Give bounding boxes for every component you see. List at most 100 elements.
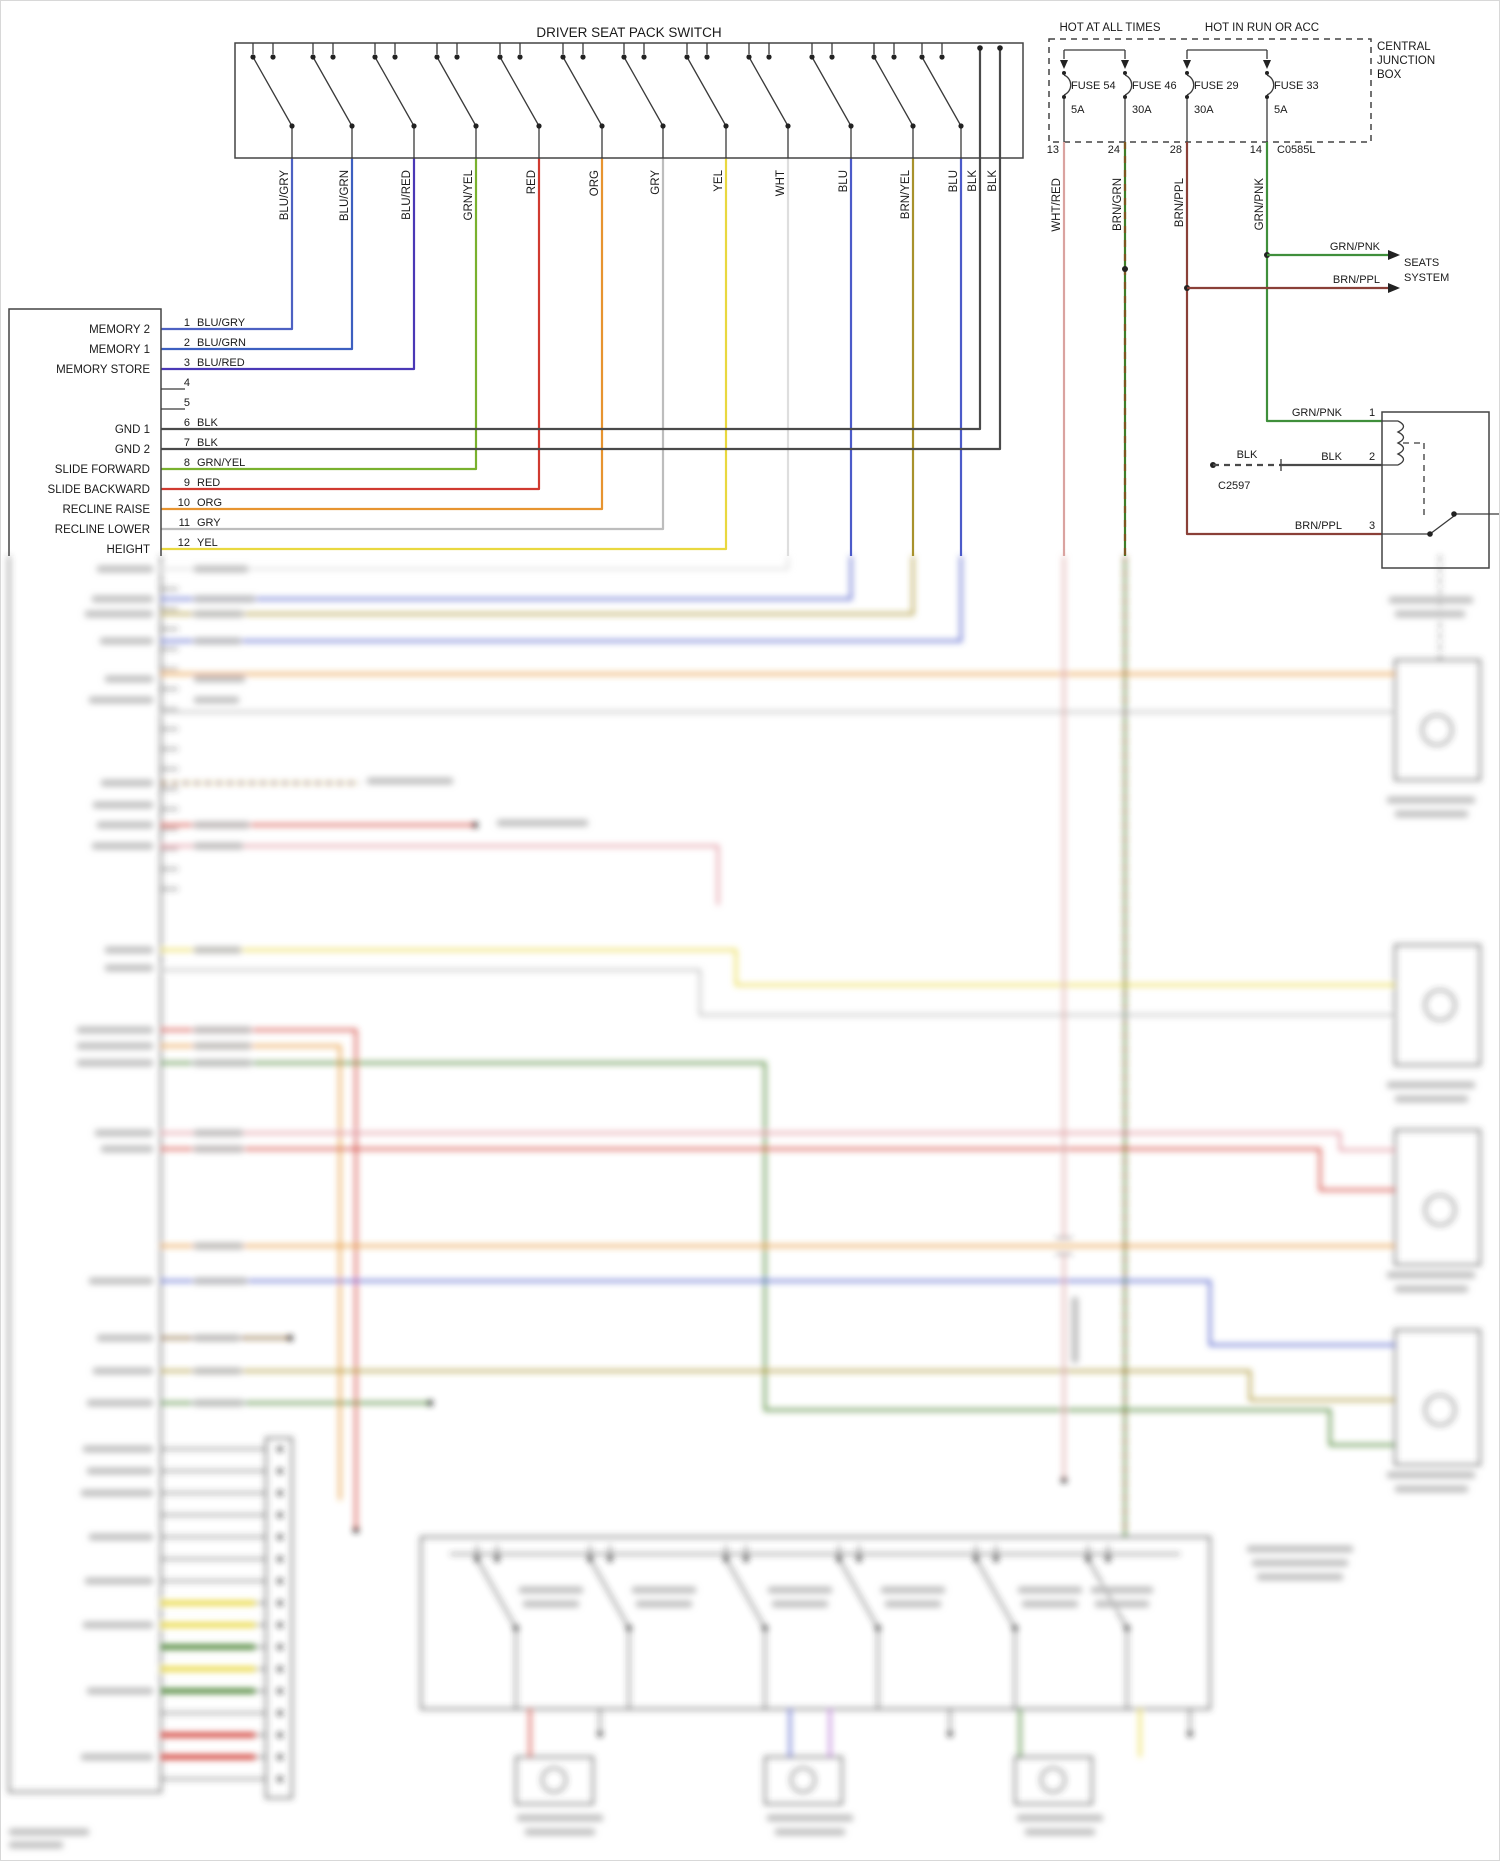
pin-name: SLIDE FORWARD bbox=[55, 464, 150, 476]
driver-seat-pack-switch: DRIVER SEAT PACK SWITCH bbox=[234, 25, 1024, 159]
central-junction-box: HOT AT ALL TIMES HOT IN RUN OR ACC CENTR… bbox=[1047, 22, 1435, 156]
pin-row-5: 5 bbox=[184, 397, 190, 409]
blk-label-left: BLK bbox=[1237, 449, 1258, 461]
pin-wire: RED bbox=[197, 477, 220, 489]
pin-wire: BLK bbox=[197, 437, 218, 449]
pin-wire: BLU/RED bbox=[197, 357, 245, 369]
pin-name: MEMORY STORE bbox=[56, 364, 150, 376]
wire-label: RED bbox=[526, 170, 538, 194]
fuse-name: FUSE 29 bbox=[1194, 80, 1239, 92]
pin-number: 2 bbox=[184, 337, 190, 349]
pin-row-2: MEMORY 1 2 BLU/GRN bbox=[89, 337, 246, 356]
pin-name: RECLINE LOWER bbox=[55, 524, 150, 536]
fuse-33: FUSE 33 5A bbox=[1263, 50, 1319, 142]
fuse-name: FUSE 54 bbox=[1071, 80, 1116, 92]
junction-box-outline bbox=[1048, 38, 1372, 143]
pin-row-7: GND 2 7 BLK bbox=[115, 437, 219, 456]
seats-system-label: SEATS bbox=[1404, 257, 1439, 269]
pin-number: 3 bbox=[184, 357, 190, 369]
junction-box-name: JUNCTION bbox=[1377, 55, 1435, 67]
seats-wire1-label: GRN/PNK bbox=[1330, 241, 1381, 253]
switch-pack-title: DRIVER SEAT PACK SWITCH bbox=[536, 25, 721, 40]
pin-wire: GRY bbox=[197, 517, 221, 529]
wire-org bbox=[161, 158, 604, 511]
pin-number: 6 bbox=[184, 417, 190, 429]
junction-box-name: BOX bbox=[1377, 69, 1402, 81]
hot-in-run-acc-label: HOT IN RUN OR ACC bbox=[1205, 22, 1319, 34]
pin-name: HEIGHT bbox=[107, 544, 150, 556]
wire-gry bbox=[161, 158, 665, 531]
pin-wire: BLK bbox=[197, 417, 218, 429]
pin-number: 5 bbox=[184, 397, 190, 409]
switch-pack-wire-labels: BLU/GRY BLU/GRN BLU/RED GRN/YEL RED ORG … bbox=[279, 169, 999, 221]
wire-label: BRN/YEL bbox=[900, 169, 912, 219]
relay-pin1-num: 1 bbox=[1369, 407, 1375, 419]
wire-label: BLU bbox=[948, 170, 960, 192]
wire-label: BLU/GRN bbox=[339, 170, 351, 221]
relay-pin3-wire: BRN/PPL bbox=[1295, 520, 1342, 532]
wire-label: WHT/RED bbox=[1051, 178, 1063, 232]
wire-label: BRN/GRN bbox=[1112, 178, 1124, 231]
seats-system-feed: GRN/PNK BRN/PPL SEATS SYSTEM bbox=[1187, 241, 1449, 293]
wire-label: BLU/RED bbox=[401, 170, 413, 220]
wire-blu-grn bbox=[161, 158, 354, 351]
fuse-rating: 30A bbox=[1132, 104, 1152, 116]
wire-label: BLK bbox=[987, 170, 999, 192]
pin-row-10: RECLINE RAISE 10 ORG bbox=[62, 497, 222, 516]
switch-pack-wires bbox=[161, 45, 1003, 556]
pin-wire: ORG bbox=[197, 497, 222, 509]
connector-box bbox=[8, 308, 162, 556]
cjb-pin-13: 13 bbox=[1047, 144, 1059, 156]
pin-number: 12 bbox=[178, 537, 190, 549]
fuse-name: FUSE 33 bbox=[1274, 80, 1319, 92]
pin-name: MEMORY 1 bbox=[89, 344, 150, 356]
switch-pack-box bbox=[234, 42, 1024, 159]
wire-red bbox=[161, 158, 541, 491]
pin-number: 4 bbox=[184, 377, 190, 389]
pin-name: SLIDE BACKWARD bbox=[48, 484, 150, 496]
pin-row-12: HEIGHT 12 YEL bbox=[107, 537, 218, 556]
fuse-rating: 5A bbox=[1274, 104, 1288, 116]
wire-blu-gry bbox=[161, 158, 294, 331]
pin-number: 1 bbox=[184, 317, 190, 329]
wire-label: YEL bbox=[713, 169, 725, 191]
pin-wire: BLU/GRY bbox=[197, 317, 246, 329]
pin-number: 8 bbox=[184, 457, 190, 469]
pin-name: GND 1 bbox=[115, 424, 150, 436]
pin-row-3: MEMORY STORE 3 BLU/RED bbox=[56, 357, 245, 376]
cjb-pin-14: 14 bbox=[1250, 144, 1262, 156]
relay-pin1-wire: GRN/PNK bbox=[1292, 407, 1343, 419]
pin-wire: BLU/GRN bbox=[197, 337, 246, 349]
wire-label: ORG bbox=[589, 170, 601, 196]
relay-pin3-num: 3 bbox=[1369, 520, 1375, 532]
fuse-name: FUSE 46 bbox=[1132, 80, 1177, 92]
pin-row-11: RECLINE LOWER 11 GRY bbox=[55, 517, 222, 536]
wire-blk-1 bbox=[161, 48, 982, 431]
hot-at-all-times-label: HOT AT ALL TIMES bbox=[1060, 22, 1161, 34]
pin-number: 9 bbox=[184, 477, 190, 489]
relay-pin2-num: 2 bbox=[1369, 451, 1375, 463]
wire-label: GRY bbox=[650, 170, 662, 195]
seat-relay: BLK C2597 GRN/PNK 1 BLK 2 BRN/PPL 3 bbox=[1210, 407, 1500, 569]
pin-row-6: GND 1 6 BLK bbox=[115, 417, 219, 436]
cjb-pin-28: 28 bbox=[1170, 144, 1182, 156]
wire-grn-yel bbox=[161, 158, 478, 471]
pin-name: GND 2 bbox=[115, 444, 150, 456]
pin-wire: GRN/YEL bbox=[197, 457, 245, 469]
blurred-lower-region bbox=[8, 556, 1481, 1849]
fuse-29: FUSE 29 30A bbox=[1183, 50, 1239, 142]
relay-box bbox=[1381, 411, 1490, 569]
pin-name: RECLINE RAISE bbox=[62, 504, 150, 516]
cjb-connector-id: C0585L bbox=[1277, 144, 1316, 156]
relay-pin2-wire: BLK bbox=[1321, 451, 1342, 463]
pin-number: 11 bbox=[179, 517, 190, 529]
sharp-upper-region: DRIVER SEAT PACK SWITCH BLU/GRY BLU/GRN … bbox=[8, 22, 1500, 569]
wire-label: GRN/YEL bbox=[463, 169, 475, 220]
wire-label: BLU bbox=[838, 170, 850, 192]
relay-connector-id: C2597 bbox=[1218, 480, 1250, 492]
fuse-54: FUSE 54 5A bbox=[1060, 50, 1116, 142]
pin-row-1: MEMORY 2 1 BLU/GRY bbox=[89, 317, 246, 336]
